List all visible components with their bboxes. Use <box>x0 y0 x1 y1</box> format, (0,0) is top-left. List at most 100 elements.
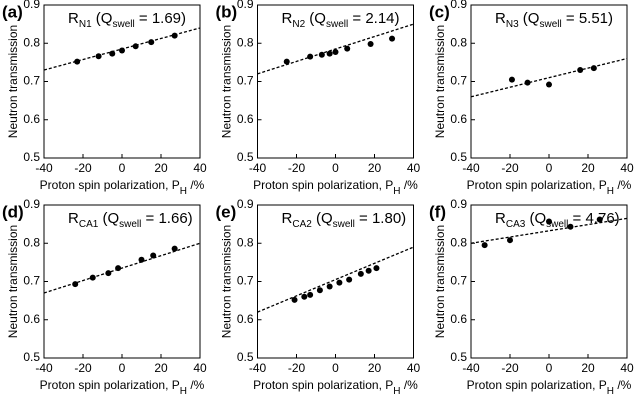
panel-title-part: (Q <box>92 10 113 27</box>
x-tick-label: 0 <box>546 361 553 375</box>
x-axis-label-part: Proton spin polarization, P <box>467 378 607 392</box>
x-axis-label-part: /% <box>400 378 418 392</box>
x-axis-label: Proton spin polarization, PH /% <box>40 378 205 397</box>
x-tick-label: -20 <box>288 161 306 175</box>
panel-title-part: R <box>282 210 293 227</box>
panel-title-part: R <box>68 10 79 27</box>
x-axis-label-part: /% <box>614 178 632 192</box>
fit-line <box>470 57 628 98</box>
panel-label: (b) <box>216 2 238 21</box>
panel-title: RCA2 (Qswell = 1.80) <box>282 210 407 230</box>
x-tick-label: -40 <box>35 361 53 375</box>
data-point <box>508 76 515 83</box>
x-tick-label: -20 <box>74 361 92 375</box>
panel-title-part: CA3 <box>506 219 526 230</box>
x-tick-label: -40 <box>462 361 480 375</box>
panel-title: RCA1 (Qswell = 1.66) <box>68 210 193 230</box>
panel-title-part: = 2.14) <box>348 10 399 27</box>
y-axis-label: Neutron transmission <box>433 225 447 338</box>
fit-line <box>43 27 201 71</box>
x-axis-label: Proton spin polarization, PH /% <box>253 378 418 397</box>
panel-title-part: (Q <box>519 10 540 27</box>
panel-title-part: R <box>282 10 293 27</box>
panel-title-part: R <box>68 210 79 227</box>
data-point <box>596 216 603 223</box>
x-axis-label-part: H <box>607 186 614 197</box>
data-point <box>336 279 343 286</box>
panel-title-part: CA2 <box>292 219 312 230</box>
y-tick-label: 0.5 <box>23 150 40 164</box>
y-tick-label: 0.9 <box>450 197 467 211</box>
data-point <box>507 237 513 244</box>
y-tick-label: 0.6 <box>450 112 467 126</box>
y-tick-label: 0.8 <box>237 35 254 49</box>
y-tick-label: 0.7 <box>237 74 254 88</box>
panel-title-part: (Q <box>98 210 119 227</box>
fit-line <box>470 217 628 244</box>
data-point <box>524 79 531 86</box>
data-point <box>326 283 333 290</box>
data-point <box>365 267 372 274</box>
y-tick-label: 0.7 <box>23 74 40 88</box>
x-axis-label: Proton spin polarization, PH /% <box>467 178 632 197</box>
x-axis-label-part: /% <box>614 378 632 392</box>
y-tick-label: 0.9 <box>237 197 254 211</box>
data-point <box>316 287 323 294</box>
x-tick-label: 0 <box>119 361 126 375</box>
y-tick-label: 0.5 <box>237 150 254 164</box>
x-tick-label: -40 <box>249 161 267 175</box>
panel-title-part: = 1.69) <box>135 10 186 27</box>
y-tick-label: 0.5 <box>237 350 254 364</box>
panel-title-part: = 1.66) <box>141 210 192 227</box>
panel-label: (c) <box>429 2 450 21</box>
data-point <box>318 51 325 58</box>
y-tick-label: 0.8 <box>450 35 467 49</box>
data-point <box>367 41 374 48</box>
data-point <box>481 242 488 249</box>
data-point <box>357 270 364 277</box>
data-point <box>138 256 145 263</box>
data-point <box>326 50 333 57</box>
fit-line <box>257 246 414 313</box>
y-axis-label: Neutron transmission <box>220 25 234 138</box>
data-point <box>301 293 308 300</box>
x-axis-label: Proton spin polarization, PH /% <box>253 178 418 197</box>
x-axis-label-part: /% <box>187 178 205 192</box>
panel-title-part: = 1.80) <box>355 210 406 227</box>
x-tick-label: -40 <box>35 161 53 175</box>
panel-title-part: swell <box>546 219 568 230</box>
panel-label: (d) <box>2 202 24 221</box>
x-axis-label-part: Proton spin polarization, P <box>40 378 180 392</box>
x-tick-label: -40 <box>462 161 480 175</box>
y-tick-label: 0.8 <box>23 235 40 249</box>
y-tick-label: 0.8 <box>23 35 40 49</box>
x-tick-label: 40 <box>407 161 421 175</box>
y-tick-label: 0.5 <box>23 350 40 364</box>
y-tick-label: 0.5 <box>450 150 467 164</box>
y-tick-label: 0.9 <box>450 0 467 11</box>
data-point <box>346 276 353 283</box>
y-axis-label: Neutron transmission <box>220 225 234 338</box>
data-point <box>307 291 314 298</box>
x-tick-label: 0 <box>332 161 339 175</box>
panel-title-part: N1 <box>79 19 92 30</box>
y-tick-label: 0.8 <box>237 235 254 249</box>
data-point <box>150 252 157 259</box>
y-tick-label: 0.6 <box>23 312 40 326</box>
x-axis-label-part: /% <box>400 178 418 192</box>
x-axis-label-part: H <box>393 186 400 197</box>
y-tick-label: 0.6 <box>237 312 254 326</box>
x-tick-label: 20 <box>368 361 382 375</box>
panel-title-part: = 5.51) <box>562 10 613 27</box>
x-tick-label: 0 <box>546 161 553 175</box>
x-tick-label: 20 <box>581 361 595 375</box>
y-tick-label: 0.9 <box>23 197 40 211</box>
panel-title-part: swell <box>112 19 134 30</box>
x-tick-label: -40 <box>249 361 267 375</box>
panel-label: (a) <box>2 2 23 21</box>
x-axis-label-part: H <box>607 386 614 397</box>
x-tick-label: 20 <box>368 161 382 175</box>
data-point <box>171 32 178 39</box>
